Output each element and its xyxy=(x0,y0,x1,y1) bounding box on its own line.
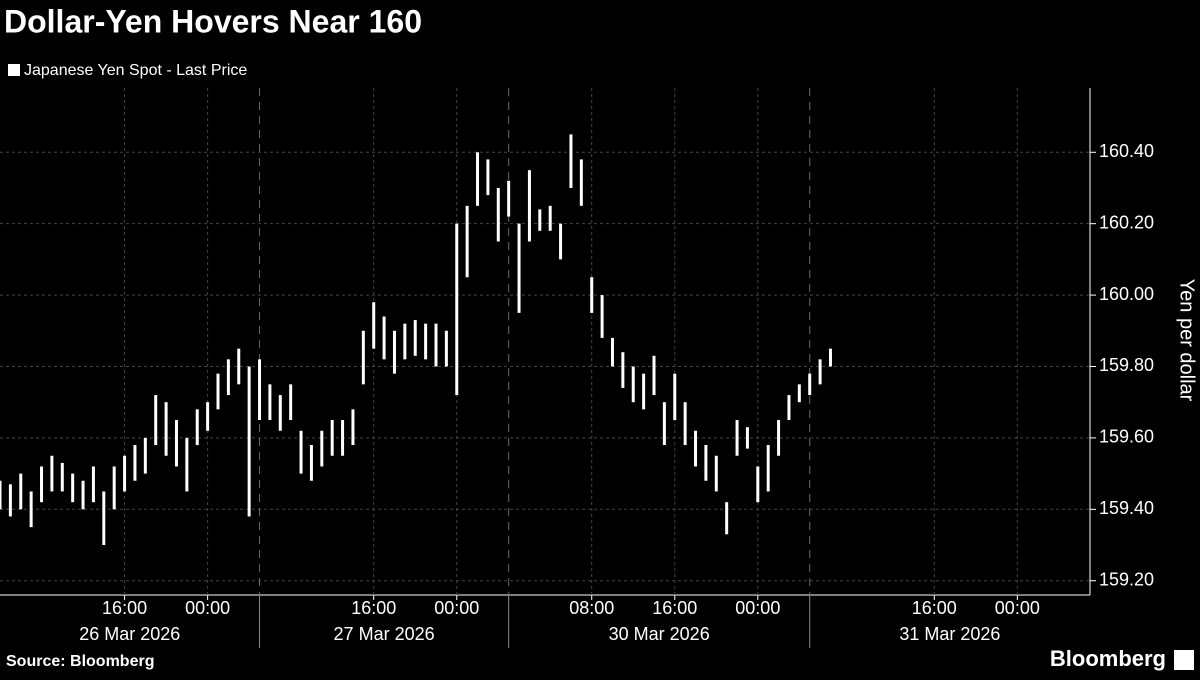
x-tick-label: 16:00 xyxy=(652,598,697,618)
chart-title: Dollar-Yen Hovers Near 160 xyxy=(4,3,422,39)
y-tick-label: 159.80 xyxy=(1099,355,1154,375)
x-tick-label: 00:00 xyxy=(995,598,1040,618)
source: Source: Bloomberg xyxy=(6,653,154,670)
y-tick-label: 159.40 xyxy=(1099,498,1154,518)
x-tick-label: 00:00 xyxy=(434,598,479,618)
y-tick-label: 160.40 xyxy=(1099,141,1154,161)
x-tick-label: 00:00 xyxy=(185,598,230,618)
x-tick-label: 16:00 xyxy=(912,598,957,618)
legend-label: Japanese Yen Spot - Last Price xyxy=(24,62,247,79)
x-tick-label: 08:00 xyxy=(569,598,614,618)
x-tick-label: 00:00 xyxy=(735,598,780,618)
y-tick-label: 160.00 xyxy=(1099,284,1154,304)
y-tick-label: 159.20 xyxy=(1099,569,1154,589)
x-group-label: 31 Mar 2026 xyxy=(899,624,1000,644)
x-tick-label: 16:00 xyxy=(351,598,396,618)
y-tick-label: 160.20 xyxy=(1099,212,1154,232)
x-tick-label: 16:00 xyxy=(102,598,147,618)
y-tick-label: 159.60 xyxy=(1099,427,1154,447)
x-group-label: 26 Mar 2026 xyxy=(79,624,180,644)
legend-swatch xyxy=(8,64,20,76)
logo-icon xyxy=(1174,650,1194,670)
y-axis-title: Yen per dollar xyxy=(1176,279,1198,402)
logo: Bloomberg xyxy=(1050,646,1166,671)
x-group-label: 30 Mar 2026 xyxy=(609,624,710,644)
x-group-label: 27 Mar 2026 xyxy=(334,624,435,644)
